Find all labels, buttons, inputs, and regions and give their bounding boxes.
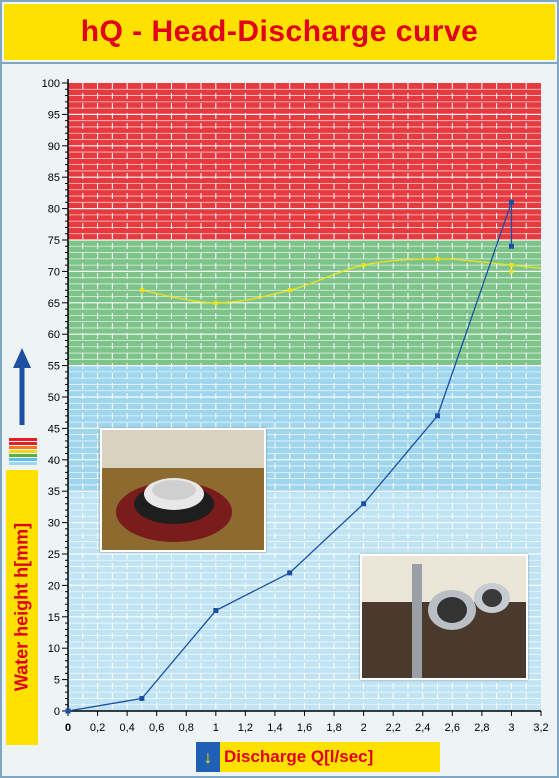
y-tick-label: 10 [48,643,60,655]
series-blue-point [65,708,71,714]
zone-legend-stripe [9,462,37,465]
series-blue-point [508,243,514,249]
x-tick-label: 0,8 [179,722,194,734]
x-tick-label: 2,8 [474,722,489,734]
series-blue-point [435,413,441,419]
x-tick-label: 2 [361,722,367,734]
series-blue-line [67,202,513,712]
y-tick-label: 95 [48,109,60,121]
y-tick-label: 65 [48,298,60,310]
y-tick-label: 80 [48,204,60,216]
y-tick-label: 5 [54,675,60,687]
drain-fitting-photo [100,428,266,552]
series-yellow-point [139,288,144,293]
pipe-outlet-image [362,556,526,678]
zone-legend-stripe [9,442,37,445]
down-arrow-icon: ↓ [196,742,220,772]
x-tick-label: 0 [65,722,71,734]
x-axis-label: Discharge Q[l/sec] [224,747,374,766]
zone-legend-stripe [9,458,37,461]
series-blue-point [139,695,145,701]
series-blue-point [287,570,293,576]
y-label-bar [6,470,38,745]
pipe-outlet-photo [360,554,528,680]
zone-legend-stripe [9,450,37,453]
zone-legend-stripe [9,446,37,449]
drain-fitting-image [102,430,264,550]
up-arrow-icon-head [13,348,31,368]
y-tick-label: 75 [48,235,60,247]
x-tick-label: 2,2 [386,722,401,734]
y-tick-label: 85 [48,172,60,184]
chart-title: hQ - Head-Discharge curve [80,15,479,48]
x-tick-label: 1,8 [326,722,341,734]
y-tick-label: 90 [48,141,60,153]
x-tick-label: 0,4 [119,722,134,734]
y-tick-label: 60 [48,329,60,341]
y-tick-label: 0 [54,706,60,718]
x-tick-label: 3,2 [533,722,548,734]
series-blue-point [508,199,514,205]
series-yellow-point [509,263,514,268]
series-blue-point [361,501,367,507]
series-yellow-point [287,288,292,293]
y-tick-label: 40 [48,455,60,467]
series-yellow-point [435,256,440,261]
x-tick-label: 0,2 [90,722,105,734]
x-tick-label: 0,6 [149,722,164,734]
x-tick-label: 1,4 [267,722,282,734]
x-tick-label: 1 [213,722,219,734]
y-tick-label: 30 [48,518,60,530]
title-bar: hQ - Head-Discharge curve [4,4,555,60]
zone-legend-stripe [9,454,37,457]
x-tick-label: 2,4 [415,722,430,734]
y-tick-label: 20 [48,580,60,592]
y-tick-label: 35 [48,486,60,498]
title-separator [0,62,559,64]
y-tick-label: 50 [48,392,60,404]
y-tick-label: 15 [48,612,60,624]
series-yellow-point [361,263,366,268]
x-tick-label: 3 [508,722,514,734]
series-yellow-point [509,269,514,274]
y-tick-label: 55 [48,361,60,373]
y-axis-label: Water height h[mm] [11,522,32,692]
x-tick-label: 1,6 [297,722,312,734]
series-yellow-point [213,300,218,305]
y-tick-label: 70 [48,266,60,278]
x-label-box: ↓ Discharge Q[l/sec] [196,742,440,772]
x-tick-label: 2,6 [445,722,460,734]
y-tick-label: 25 [48,549,60,561]
series-blue-point [213,608,219,614]
y-tick-label: 45 [48,423,60,435]
x-tick-label: 1,2 [238,722,253,734]
y-tick-label: 100 [42,78,60,90]
zone-legend-stripe [9,438,37,441]
series-yellow-line [141,258,542,304]
